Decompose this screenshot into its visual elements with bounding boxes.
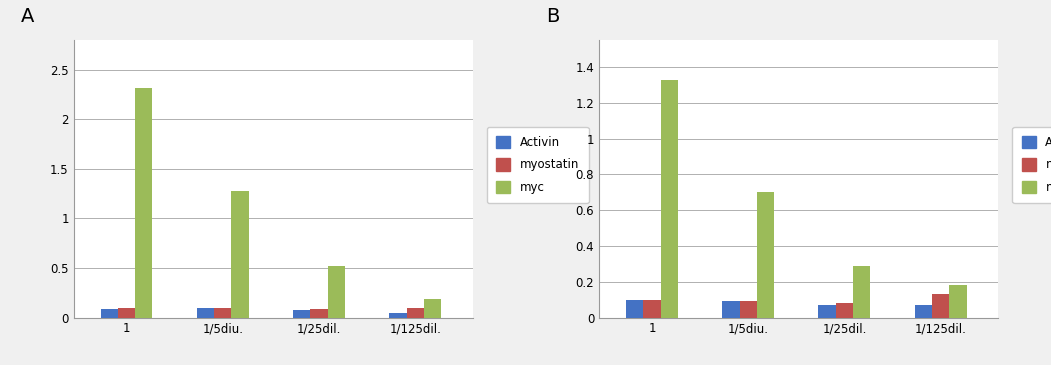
Text: B: B [547, 7, 560, 26]
Legend: Activin, myostatin, myc: Activin, myostatin, myc [1012, 127, 1051, 203]
Bar [819, 305, 836, 318]
Bar [118, 308, 136, 318]
Bar [424, 299, 441, 318]
Bar [661, 80, 678, 318]
Bar [310, 309, 328, 318]
Bar [293, 310, 310, 318]
Bar [836, 303, 853, 318]
Bar [136, 88, 152, 318]
Bar [626, 300, 643, 318]
Text: A: A [21, 7, 35, 26]
Bar [101, 309, 118, 318]
Bar [914, 305, 932, 318]
Bar [853, 266, 870, 318]
Bar [949, 285, 967, 318]
Bar [197, 308, 214, 318]
Bar [214, 308, 231, 318]
Bar [231, 191, 249, 318]
Bar [722, 301, 740, 318]
Bar [328, 266, 345, 318]
Bar [740, 301, 757, 318]
Bar [407, 308, 424, 318]
Bar [757, 192, 775, 318]
Bar [932, 294, 949, 318]
Bar [643, 300, 661, 318]
Legend: Activin, myostatin, myc: Activin, myostatin, myc [487, 127, 589, 203]
Bar [389, 312, 407, 318]
